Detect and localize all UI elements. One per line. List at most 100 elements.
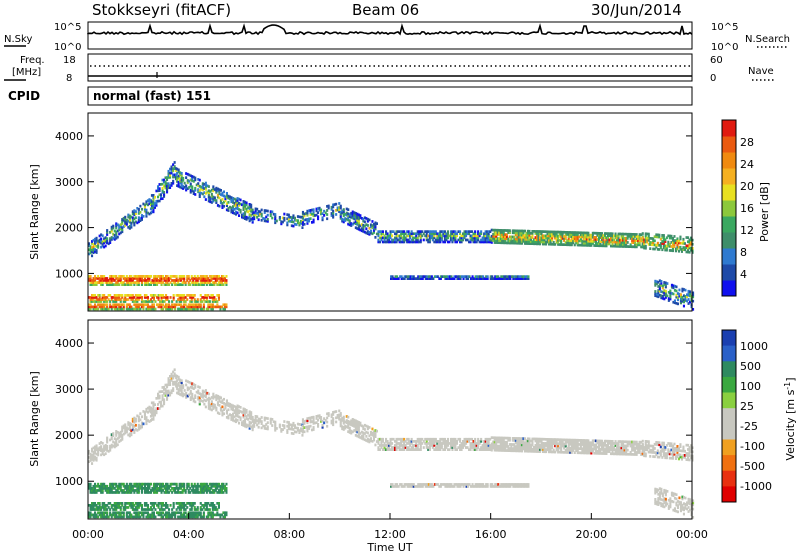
power-cell — [171, 279, 174, 282]
power-cell — [97, 294, 100, 297]
power-cell — [211, 283, 214, 286]
velocity-cell — [498, 449, 501, 452]
power-cell — [136, 298, 139, 301]
power-colorbar-swatch — [722, 200, 736, 217]
cpid-label: CPID — [8, 89, 40, 103]
velocity-cell — [177, 390, 180, 393]
power-cell — [324, 211, 327, 215]
power-cell — [431, 236, 434, 240]
power-cell — [157, 195, 160, 199]
power-cell — [205, 277, 208, 280]
power-cell — [187, 275, 190, 278]
velocity-cell — [572, 449, 575, 452]
power-cell — [181, 305, 184, 309]
power-cell — [115, 232, 118, 236]
velocity-cell — [239, 416, 242, 420]
velocity-cell — [363, 438, 366, 442]
power-cell — [394, 236, 397, 240]
power-cell — [192, 192, 195, 195]
power-cell — [486, 234, 489, 238]
power-cell — [672, 286, 675, 290]
power-cell — [671, 237, 674, 240]
velocity-cell — [419, 448, 422, 451]
freq-unit-label: [MHz] — [12, 67, 41, 78]
power-cell — [654, 290, 657, 293]
power-cell — [342, 212, 345, 215]
velocity-cell — [394, 444, 397, 447]
velocity-cell — [357, 433, 360, 437]
velocity-cell — [326, 412, 329, 416]
power-cell — [187, 283, 190, 286]
power-cell — [434, 238, 437, 242]
power-cell — [362, 230, 365, 233]
velocity-cell — [498, 440, 501, 444]
power-cell — [517, 229, 520, 233]
velocity-cell — [338, 413, 341, 417]
power-cell — [118, 303, 121, 307]
power-cell — [94, 250, 97, 253]
power-cell — [175, 275, 178, 278]
power-cell — [184, 296, 187, 299]
velocity-cell — [477, 442, 480, 445]
velocity-cell — [513, 445, 516, 448]
velocity-cell — [505, 443, 508, 446]
power-cell — [622, 238, 625, 242]
velocity-cell — [386, 442, 389, 445]
velocity-cell — [363, 423, 366, 427]
velocity-cell — [121, 427, 124, 431]
velocity-cell — [286, 431, 289, 434]
velocity-cell — [690, 454, 693, 458]
power-cell — [415, 238, 418, 242]
power-cell — [428, 230, 431, 233]
velocity-cell — [360, 437, 363, 440]
velocity-cell — [292, 432, 295, 435]
velocity-cell — [92, 450, 95, 454]
power-cell — [602, 234, 605, 237]
power-cell — [564, 233, 567, 236]
velocity-cell — [661, 449, 664, 453]
power-cell — [552, 234, 555, 238]
velocity-cell — [563, 442, 566, 446]
power-cell — [400, 275, 403, 278]
power-cell — [369, 231, 372, 235]
power-cell — [658, 244, 661, 247]
velocity-cell — [95, 489, 98, 492]
power-cell — [169, 184, 172, 187]
power-cell — [204, 275, 207, 278]
power-cell — [172, 279, 175, 282]
power-cell — [403, 230, 406, 233]
velocity-cell — [155, 397, 158, 400]
power-cell — [143, 303, 146, 307]
noise-left-tick-bottom: 10^0 — [54, 42, 81, 53]
power-cell — [520, 231, 523, 235]
power-cell — [97, 307, 100, 311]
power-cell — [631, 241, 634, 244]
power-cell — [344, 217, 347, 220]
power-cell — [661, 236, 664, 239]
power-cell — [475, 240, 478, 244]
power-cell — [139, 217, 142, 220]
power-cell — [131, 216, 134, 220]
power-cell — [675, 302, 678, 305]
velocity-cell — [210, 404, 213, 408]
velocity-cell — [194, 394, 197, 397]
velocity-cell — [619, 448, 622, 452]
velocity-cell — [603, 452, 606, 455]
velocity-cell — [356, 426, 359, 430]
power-cell — [599, 234, 602, 237]
velocity-cell — [418, 442, 421, 445]
power-cell — [177, 170, 180, 174]
velocity-cell — [668, 452, 671, 456]
velocity-cell — [572, 438, 575, 442]
velocity-cell — [519, 443, 522, 447]
velocity-cell — [317, 418, 320, 422]
power-cell — [169, 171, 172, 175]
power-cell — [501, 229, 504, 232]
power-cell — [514, 237, 517, 241]
velocity-cell — [407, 446, 410, 449]
velocity-cell — [360, 424, 363, 428]
velocity-cell — [670, 456, 673, 460]
power-cell — [619, 245, 622, 248]
power-cell — [195, 303, 198, 307]
velocity-cell — [198, 386, 201, 389]
